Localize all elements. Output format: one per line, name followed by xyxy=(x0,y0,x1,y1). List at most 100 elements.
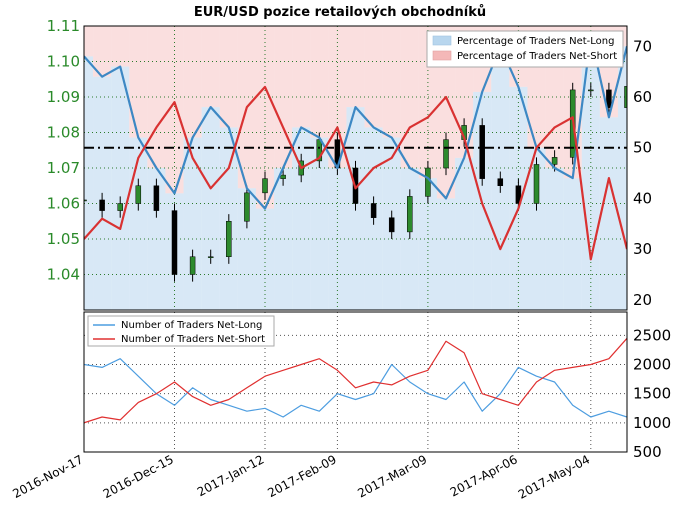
right-tick-label: 60 xyxy=(633,88,652,106)
net-short-band xyxy=(292,26,311,128)
net-short-band xyxy=(400,26,419,168)
net-long-band xyxy=(545,168,564,310)
net-short-pct-line xyxy=(84,85,627,261)
candle-body xyxy=(262,178,268,194)
net-long-band xyxy=(201,107,220,310)
candle-body xyxy=(425,167,431,197)
legend-label-net-long-count: Number of Traders Net-Long xyxy=(121,320,262,331)
left-tick-label: 1.09 xyxy=(47,88,80,106)
net-short-band xyxy=(129,26,148,138)
x-tick-label: 2017-Feb-09 xyxy=(265,452,338,500)
candle-body xyxy=(533,164,540,204)
net-short-band xyxy=(436,26,456,199)
candle-body xyxy=(280,174,286,179)
legend-label-net-short-count: Number of Traders Net-Short xyxy=(121,334,265,345)
candle-body xyxy=(117,203,123,211)
top-legend-box xyxy=(426,30,624,68)
bottom-right-tick-label: 1000 xyxy=(633,414,671,432)
bottom-right-tick-label: 2500 xyxy=(633,326,671,344)
x-tick-label: 2017-Jan-12 xyxy=(195,452,267,499)
top-legend: Percentage of Traders Net-Long Percentag… xyxy=(426,30,624,68)
candle-body xyxy=(370,203,377,218)
net-long-band xyxy=(111,66,130,310)
net-long-band xyxy=(617,46,627,310)
right-tick-label: 40 xyxy=(633,189,652,207)
bottom-right-tick-label: 2000 xyxy=(633,356,671,374)
net-short-band xyxy=(274,26,293,168)
net-long-band xyxy=(129,137,148,310)
net-short-band xyxy=(310,26,329,138)
legend-label-net-long-pct: Percentage of Traders Net-Long xyxy=(457,36,615,47)
bottom-panel: 500 1000 1500 2000 2500 Number of Traders Ne… xyxy=(83,311,671,461)
candle-body xyxy=(497,178,504,186)
net-short-band xyxy=(165,26,184,194)
candle-body xyxy=(479,125,485,179)
left-tick-label: 1.08 xyxy=(47,124,80,142)
candle-body xyxy=(99,199,105,211)
candle-body xyxy=(189,256,196,275)
net-short-band xyxy=(201,26,220,108)
right-tick-label: 70 xyxy=(633,37,652,55)
legend-label-net-short-pct: Percentage of Traders Net-Short xyxy=(457,51,617,62)
top-frame xyxy=(83,25,628,311)
net-long-band xyxy=(183,137,202,310)
right-tick-label: 30 xyxy=(633,240,652,258)
net-short-band xyxy=(219,26,238,128)
candle-body xyxy=(551,157,558,165)
net-long-band xyxy=(237,188,256,310)
candle-body xyxy=(153,185,160,211)
x-tick-label: 2017-Apr-06 xyxy=(448,452,520,499)
x-tick-label: 2016-Dec-15 xyxy=(101,452,176,501)
candle-body xyxy=(443,139,449,169)
net-long-band xyxy=(563,178,582,310)
bottom-right-tick-label: 500 xyxy=(633,443,662,461)
candle-body xyxy=(407,196,413,233)
x-axis-ticks: 2016-Nov-17 2016-Dec-15 2017-Jan-122017-Fe… xyxy=(10,452,592,501)
net-short-band xyxy=(183,26,202,138)
left-tick-label: 1.07 xyxy=(47,159,80,177)
net-short-count-line xyxy=(84,337,627,424)
candle-body xyxy=(244,192,250,222)
net-long-band xyxy=(599,117,618,310)
candle-body xyxy=(171,210,178,275)
x-tick-label: 2017-Mar-09 xyxy=(355,452,429,500)
legend-swatch-net-short-pct xyxy=(432,50,452,61)
candle-body xyxy=(515,185,522,204)
net-long-band xyxy=(84,56,94,310)
candle-body xyxy=(226,221,232,257)
net-long-band xyxy=(310,137,329,310)
bottom-legend: Number of Traders Net-Long Number of Tra… xyxy=(87,315,275,347)
net-long-band xyxy=(255,208,275,310)
bottom-frame xyxy=(83,311,628,453)
net-short-band xyxy=(93,26,112,77)
net-long-band xyxy=(274,168,293,310)
bottom-legend-box xyxy=(87,315,275,347)
top-panel: 1.04 1.05 1.06 1.07 1.08 1.09 1.10 1.11 20 30 40 5… xyxy=(47,17,652,311)
left-tick-label: 1.06 xyxy=(47,195,80,213)
net-short-band xyxy=(111,26,130,67)
x-tick-label: 2016-Nov-17 xyxy=(10,452,85,501)
net-short-band xyxy=(364,26,383,128)
legend-swatch-net-long-pct xyxy=(432,35,452,46)
candle-body xyxy=(606,89,612,108)
net-long-band xyxy=(292,127,311,310)
net-short-band xyxy=(255,26,275,209)
candle-body xyxy=(207,256,214,258)
left-tick-label: 1.05 xyxy=(47,230,80,248)
net-long-band xyxy=(418,178,437,310)
net-long-band xyxy=(527,147,546,310)
net-short-band xyxy=(84,26,94,57)
net-short-band xyxy=(346,26,365,108)
candle-body xyxy=(84,199,87,202)
right-tick-label: 20 xyxy=(633,291,652,309)
net-long-count-line xyxy=(84,358,627,418)
candle-body xyxy=(135,185,142,204)
net-short-band xyxy=(382,26,401,138)
right-tick-label: 50 xyxy=(633,139,652,157)
chart-title: EUR/USD pozice retailových obchodníků xyxy=(194,5,486,20)
left-tick-label: 1.04 xyxy=(47,266,80,284)
left-tick-label: 1.11 xyxy=(47,17,80,35)
candle-body xyxy=(624,86,627,108)
net-long-band xyxy=(455,157,474,310)
